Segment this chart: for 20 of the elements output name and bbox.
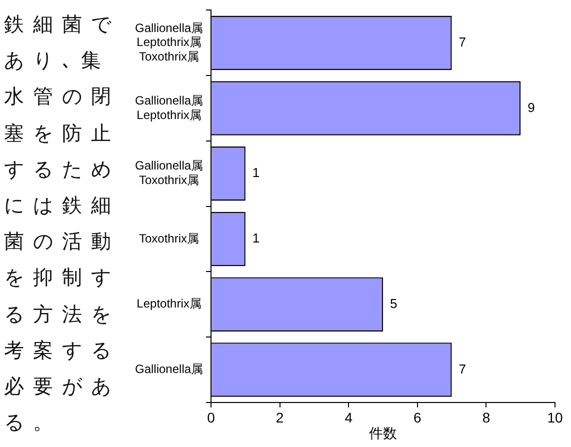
y-tick-label: Gallionella属 Leptothrix属 Toxothrix属 [134,20,204,64]
data-label: 7 [458,34,466,50]
x-axis-title: 件数 [369,426,398,442]
data-label: 9 [528,100,535,115]
y-tick-label: Toxothrix属 [139,231,200,246]
y-tick-label: Gallionella属 Leptothrix属 [134,93,204,122]
y-tick-label: Leptothrix属 [136,296,202,311]
data-label: 1 [252,230,260,246]
y-tick-label: Gallionella属 Toxothrix属 [134,158,204,188]
x-tick-label: 10 [547,410,563,426]
x-tick-label: 0 [207,410,216,426]
x-tick-label: 4 [344,410,353,426]
x-tick-label: 8 [482,410,490,426]
x-tick-label: 6 [414,410,422,426]
data-label: 7 [458,361,466,376]
x-tick-label: 2 [276,410,284,426]
data-label: 1 [252,165,260,180]
data-label: 5 [390,296,398,311]
y-tick-label: Gallionella属 [134,362,204,376]
text: 鉄細菌であり､集水管の閉塞を防止するためには鉄細菌の活動を抑制する方法を考案する必要がある。 [4,12,120,434]
